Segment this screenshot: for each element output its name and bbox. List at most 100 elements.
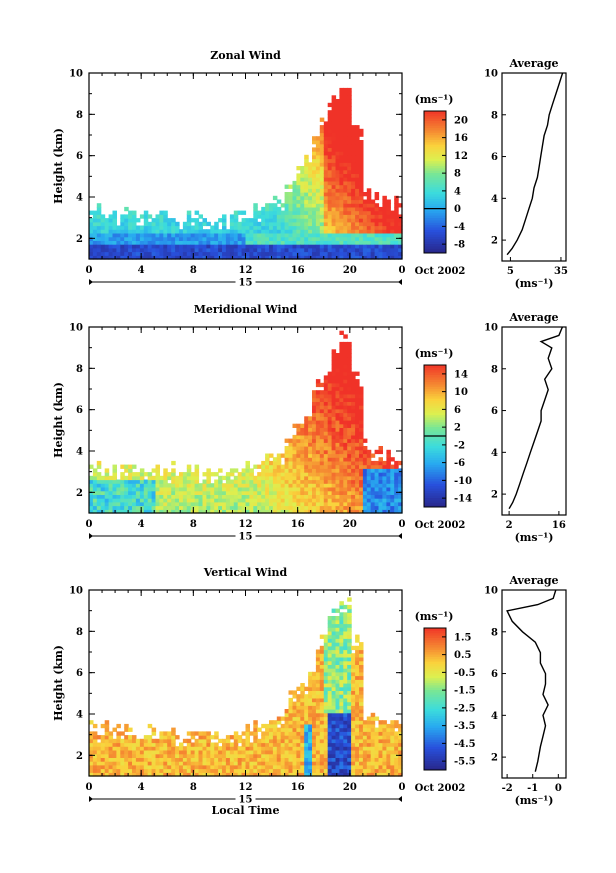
heatmap-cell [327,501,333,507]
heatmap-cell [339,660,344,665]
heatmap-cell [92,210,98,215]
heatmap-cell [386,731,391,736]
heatmap-cell [398,746,403,751]
heatmap-cell [339,229,344,234]
heatmap-cell [143,494,149,499]
heatmap-cell [112,498,117,503]
heatmap-cell [233,731,239,736]
heatmap-cell [265,236,270,241]
heatmap-cell [308,757,313,762]
heatmap-cell [269,475,274,481]
heatmap-cell [265,764,270,770]
heatmap-cell [245,761,250,766]
heatmap-cell [315,457,321,462]
heatmap-cell [347,705,352,710]
heatmap-cell [304,214,309,219]
heatmap-cell [132,255,137,260]
heatmap-cell [96,735,102,740]
colorbar-segment [424,497,446,501]
heatmap-cell [147,723,153,729]
heatmap-cell [135,251,141,256]
heatmap-cell [327,394,333,399]
heatmap-cell [304,460,309,466]
heatmap-cell [124,735,129,740]
heatmap-cell [355,177,360,182]
heatmap-cell [378,498,383,503]
heatmap-cell [374,210,380,215]
heatmap-cell [280,723,286,729]
heatmap-cell [100,221,106,227]
heatmap-cell [331,240,337,245]
heatmap-cell [292,214,297,219]
heatmap-cell [335,764,340,770]
heatmap-cell [143,483,149,488]
heatmap-cell [288,494,293,499]
heatmap-cell [343,341,348,347]
heatmap-cell [343,229,348,234]
heatmap-cell [175,251,180,256]
colorbar-segment [424,200,446,204]
heatmap-cell [139,251,145,256]
heatmap-cell [351,423,356,428]
heatmap-cell [163,753,168,758]
heatmap-cell [394,735,399,740]
heatmap-cell [323,121,329,126]
heatmap-cell [351,405,356,410]
heatmap-cell [366,240,372,245]
heatmap-cell [343,642,348,647]
heatmap-cell [355,210,360,215]
heatmap-cell [280,218,286,223]
heatmap-cell [206,236,211,241]
heatmap-cell [319,772,325,777]
heatmap-cell [343,99,348,104]
heatmap-cell [139,494,145,499]
colorbar-segment [424,134,446,138]
heatmap-cell [241,757,247,762]
heatmap-cell [155,753,160,758]
heatmap-cell [190,479,196,484]
heatmap-cell [374,221,380,227]
heatmap-cell [233,509,239,514]
heatmap-cell [323,505,329,510]
heatmap-cell [343,472,348,477]
colorbar-segment [424,383,446,387]
heatmap-cell [315,214,321,219]
heatmap-cell [315,668,321,673]
heatmap-cell [112,494,117,499]
heatmap-cell [312,229,317,234]
heatmap-cell [315,768,321,773]
heatmap-cell [202,753,207,758]
heatmap-cell [312,423,317,428]
heatmap-cell [284,464,290,469]
heatmap-cell [335,501,340,507]
heatmap-cell [249,240,254,245]
heatmap-cell [335,686,340,691]
heatmap-cell [300,210,305,215]
heatmap-cell [202,761,207,766]
heatmap-cell [288,738,293,744]
heatmap-cell [147,233,153,238]
heatmap-cell [218,509,223,514]
heatmap-cell [104,218,110,223]
heatmap-cell [237,501,243,507]
profile-y-tick-label: 4 [491,194,498,205]
heatmap-cell [355,712,360,718]
heatmap-cell [261,746,266,751]
heatmap-cell [253,509,258,514]
heatmap-cell [304,154,309,160]
heatmap-cell [92,735,98,740]
heatmap-cell [351,668,356,673]
heatmap-cell [135,255,141,260]
heatmap-cell [179,247,184,253]
colorbar-segment [424,708,446,712]
heatmap-cell [265,498,270,503]
heatmap-cell [366,195,372,201]
heatmap-cell [229,483,235,488]
heatmap-cell [312,731,317,736]
heatmap-cell [351,244,356,249]
heatmap-cell [269,247,274,253]
heatmap-cell [374,509,380,514]
heatmap-cell [312,746,317,751]
heatmap-cell [390,498,395,503]
heatmap-cell [343,753,348,758]
